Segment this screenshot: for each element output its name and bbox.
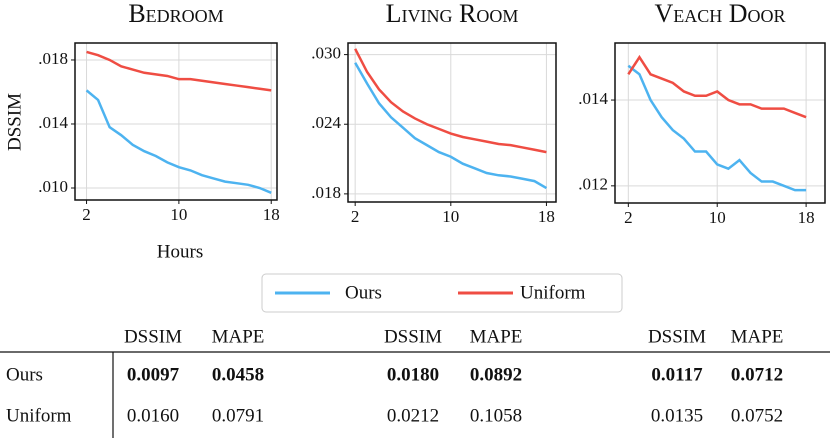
x-tick-label: 10 <box>709 208 726 227</box>
table-cell: 0.0212 <box>387 405 439 426</box>
chart-title: Living Room <box>386 0 519 28</box>
table-cell: 0.0180 <box>387 364 439 385</box>
legend-label: Uniform <box>520 282 586 303</box>
y-axis-label: DSSIM <box>4 93 25 151</box>
y-tick-label: .012 <box>578 175 608 194</box>
y-tick-label: .024 <box>311 113 341 132</box>
x-tick-label: 18 <box>798 208 815 227</box>
y-tick-label: .018 <box>38 49 68 68</box>
x-tick-label: 18 <box>263 205 280 224</box>
column-header: MAPE <box>731 326 784 347</box>
column-header: DSSIM <box>124 326 182 347</box>
x-axis-label: Hours <box>157 241 203 262</box>
table-cell: 0.0458 <box>212 364 264 385</box>
table-cell: 0.0712 <box>731 364 783 385</box>
table-cell: 0.0117 <box>651 364 703 385</box>
y-tick-label: .010 <box>38 177 68 196</box>
x-tick-label: 18 <box>538 207 555 226</box>
y-tick-label: .018 <box>311 183 341 202</box>
column-header: MAPE <box>212 326 265 347</box>
line-series <box>627 54 807 119</box>
table-cell: 0.0791 <box>212 405 264 426</box>
line-series <box>85 89 272 194</box>
table-cell: 0.0135 <box>651 405 703 426</box>
plot-frame <box>347 42 557 203</box>
x-tick-label: 10 <box>442 207 459 226</box>
chart-title: Veach Door <box>654 0 785 28</box>
x-tick-label: 10 <box>170 205 187 224</box>
y-tick-label: .014 <box>38 113 68 132</box>
x-tick-label: 2 <box>82 205 91 224</box>
table-cell: 0.1058 <box>470 405 522 426</box>
column-header: DSSIM <box>384 326 442 347</box>
line-series <box>354 48 547 154</box>
x-tick-label: 2 <box>351 207 360 226</box>
y-tick-label: .014 <box>578 89 608 108</box>
column-header: DSSIM <box>648 326 706 347</box>
legend-label: Ours <box>345 282 382 303</box>
table-cell: 0.0160 <box>127 405 179 426</box>
y-tick-label: .030 <box>311 44 341 63</box>
table-cell: 0.0892 <box>470 364 522 385</box>
x-tick-label: 2 <box>624 208 633 227</box>
row-header: Uniform <box>6 405 72 426</box>
chart-title: Bedroom <box>128 0 223 28</box>
plot-frame <box>614 42 826 204</box>
line-series <box>354 62 548 190</box>
legend-box <box>261 273 623 313</box>
table-cell: 0.0097 <box>127 364 180 385</box>
row-header: Ours <box>6 364 43 385</box>
line-series <box>627 64 807 192</box>
table-cell: 0.0752 <box>731 405 783 426</box>
column-header: MAPE <box>470 326 523 347</box>
plot-frame <box>74 42 278 201</box>
line-series <box>86 50 272 92</box>
